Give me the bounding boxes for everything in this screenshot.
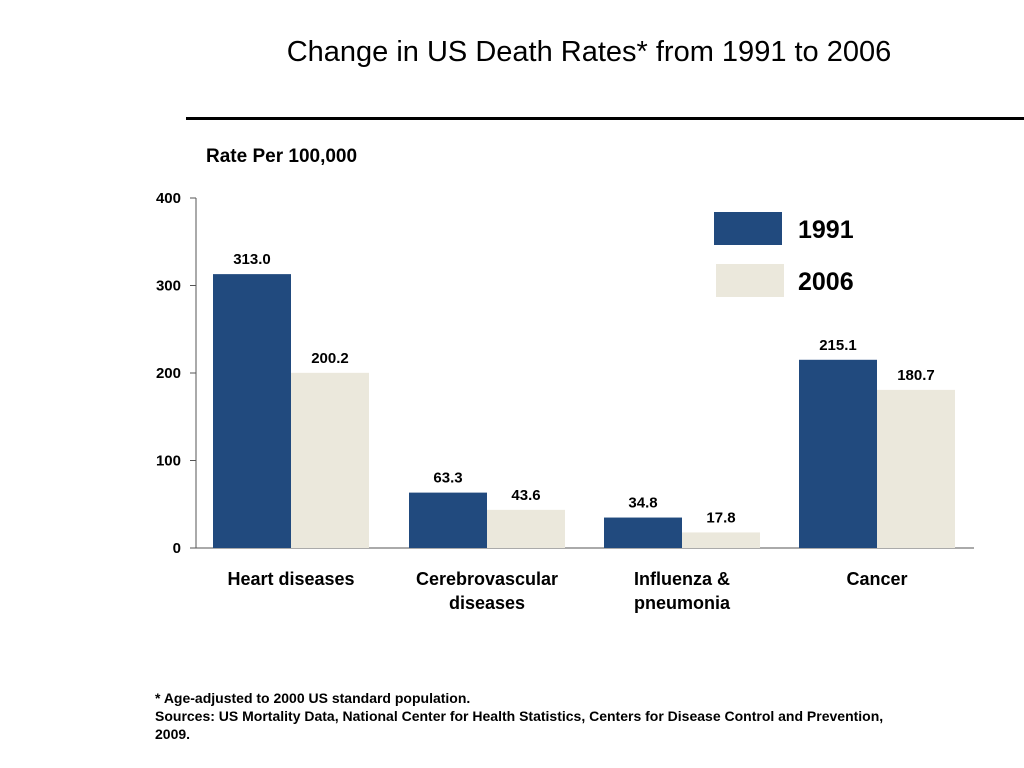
bar-1991-3 xyxy=(799,359,877,548)
y-axis-label: Rate Per 100,000 xyxy=(206,146,358,167)
y-tick-label: 0 xyxy=(173,540,181,557)
data-label-2006-1: 43.6 xyxy=(511,487,540,504)
bar-2006-3 xyxy=(877,389,955,548)
footnote-asterisk: * Age-adjusted to 2000 US standard popul… xyxy=(155,690,471,706)
bar-2006-1 xyxy=(487,509,565,548)
x-tick-label-line: Influenza & xyxy=(634,569,730,589)
legend-label-2006: 2006 xyxy=(798,268,854,296)
bar-1991-0 xyxy=(213,274,291,548)
x-tick-label: Cancer xyxy=(846,569,907,589)
data-label-1991-1: 63.3 xyxy=(433,470,462,487)
y-tick-label: 300 xyxy=(156,278,181,295)
data-label-1991-3: 215.1 xyxy=(819,337,857,354)
footnote-sources: Sources: US Mortality Data, National Cen… xyxy=(155,708,884,742)
legend-swatch-2006 xyxy=(716,264,784,297)
data-label-2006-3: 180.7 xyxy=(897,367,935,384)
bar-1991-1 xyxy=(409,492,487,548)
legend-label-1991: 1991 xyxy=(798,216,854,244)
bar-1991-2 xyxy=(604,517,682,548)
bar-2006-0 xyxy=(291,372,369,548)
y-tick-label: 100 xyxy=(156,453,181,470)
y-tick-label: 400 xyxy=(156,190,181,207)
data-label-1991-0: 313.0 xyxy=(233,251,271,268)
x-tick-label-line: Heart diseases xyxy=(227,569,354,589)
x-tick-label: Influenza & pneumonia xyxy=(634,569,731,613)
x-tick-label: Cerebrovascular diseases xyxy=(416,569,558,613)
legend-swatch-1991 xyxy=(714,212,782,245)
data-label-2006-0: 200.2 xyxy=(311,350,349,367)
bar-2006-2 xyxy=(682,532,760,548)
y-tick-label: 200 xyxy=(156,365,181,382)
x-tick-label-line: Cancer xyxy=(846,569,907,589)
data-label-1991-2: 34.8 xyxy=(628,495,657,512)
x-tick-label-line: pneumonia xyxy=(634,593,731,613)
footnote: * Age-adjusted to 2000 US standard popul… xyxy=(155,689,915,743)
x-tick-label-line: diseases xyxy=(449,593,525,613)
x-tick-label-line: Cerebrovascular xyxy=(416,569,558,589)
chart-title: Change in US Death Rates* from 1991 to 2… xyxy=(286,36,892,68)
x-tick-label: Heart diseases xyxy=(227,569,354,589)
data-label-2006-2: 17.8 xyxy=(706,509,735,526)
title-divider xyxy=(186,117,1024,120)
